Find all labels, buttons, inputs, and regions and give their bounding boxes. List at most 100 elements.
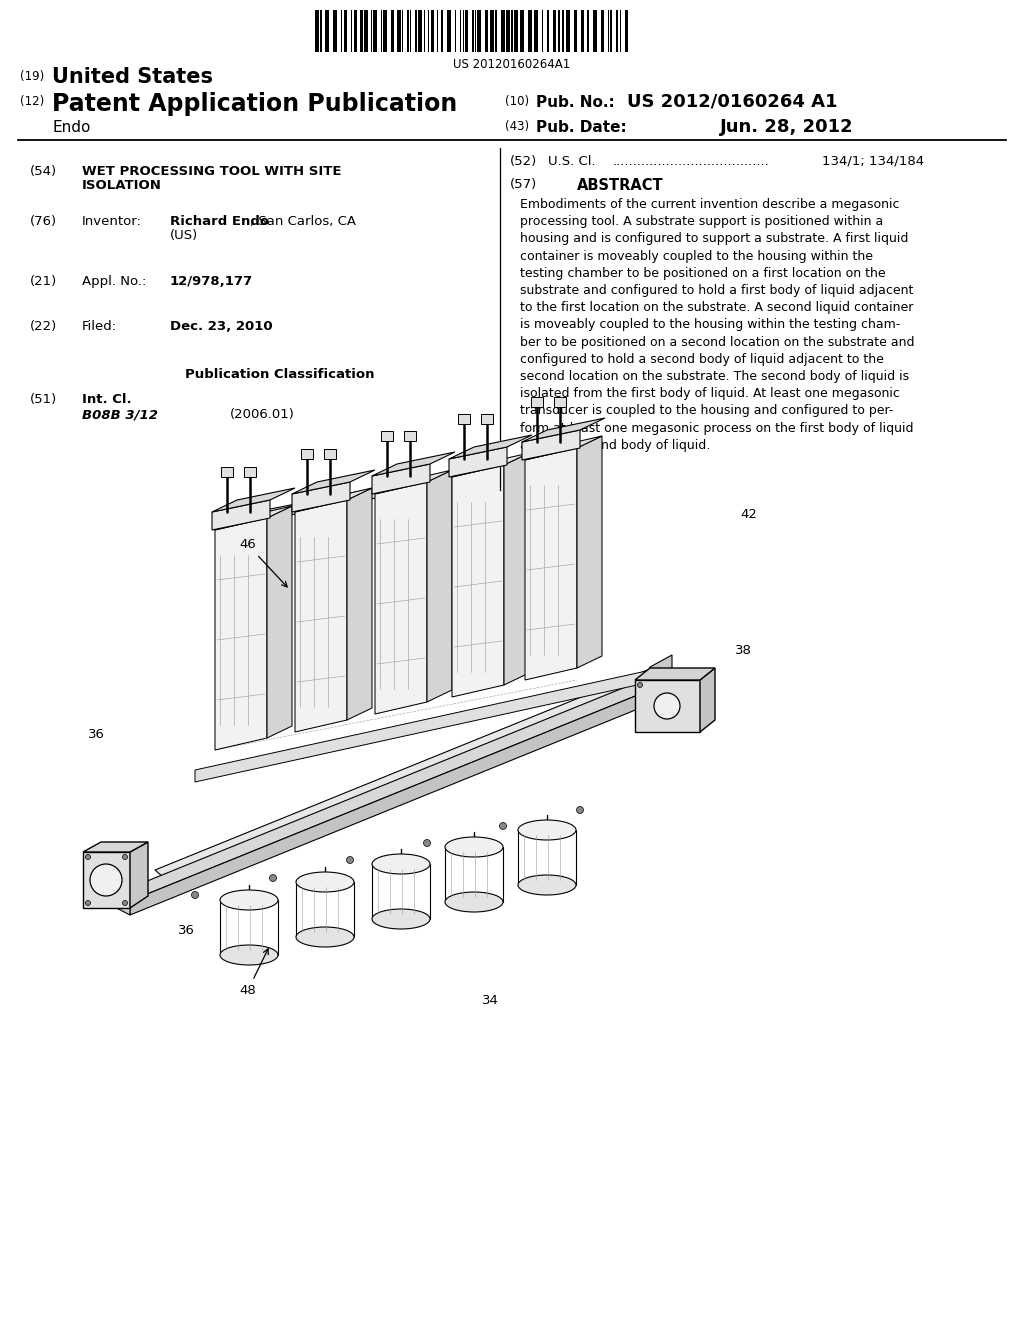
Circle shape: [638, 682, 642, 688]
Bar: [407, 11, 409, 51]
Text: Filed:: Filed:: [82, 319, 117, 333]
Bar: [528, 11, 532, 51]
Text: Jun. 28, 2012: Jun. 28, 2012: [720, 117, 854, 136]
Text: ISOLATION: ISOLATION: [82, 180, 162, 191]
Bar: [344, 11, 347, 51]
Polygon shape: [244, 467, 256, 477]
Polygon shape: [155, 665, 668, 876]
Bar: [501, 11, 505, 51]
Text: (21): (21): [30, 275, 57, 288]
Bar: [625, 11, 628, 51]
Text: 12/978,177: 12/978,177: [170, 275, 253, 288]
Bar: [472, 11, 474, 51]
Polygon shape: [347, 488, 372, 719]
Circle shape: [85, 900, 90, 906]
Bar: [587, 11, 589, 51]
Text: ......................................: ......................................: [613, 154, 770, 168]
Bar: [593, 11, 597, 51]
Text: 48: 48: [240, 949, 268, 997]
Bar: [354, 11, 357, 51]
Bar: [514, 11, 518, 51]
Polygon shape: [522, 430, 580, 459]
Bar: [495, 11, 497, 51]
Text: 46: 46: [240, 539, 287, 587]
Bar: [558, 11, 560, 51]
Bar: [447, 11, 451, 51]
Polygon shape: [83, 851, 130, 908]
Text: United States: United States: [52, 67, 213, 87]
Polygon shape: [130, 686, 660, 915]
Bar: [364, 11, 368, 51]
Text: (US): (US): [170, 228, 199, 242]
Text: US 20120160264A1: US 20120160264A1: [454, 58, 570, 71]
Polygon shape: [531, 397, 543, 407]
Text: Int. Cl.: Int. Cl.: [82, 393, 132, 407]
Text: Appl. No.:: Appl. No.:: [82, 275, 146, 288]
Polygon shape: [295, 488, 372, 512]
Bar: [465, 11, 468, 51]
Text: (12): (12): [20, 95, 44, 108]
Text: (43): (43): [505, 120, 529, 133]
Bar: [325, 11, 329, 51]
Text: Inventor:: Inventor:: [82, 215, 142, 228]
Ellipse shape: [296, 873, 354, 892]
Bar: [562, 11, 564, 51]
Polygon shape: [324, 449, 336, 459]
Polygon shape: [130, 842, 148, 908]
Circle shape: [85, 854, 90, 859]
Text: 36: 36: [178, 924, 195, 936]
Circle shape: [123, 900, 128, 906]
Bar: [373, 11, 377, 51]
Text: (76): (76): [30, 215, 57, 228]
Polygon shape: [212, 488, 295, 512]
Bar: [333, 11, 337, 51]
Text: Pub. Date:: Pub. Date:: [536, 120, 627, 135]
Text: Richard Endo: Richard Endo: [170, 215, 269, 228]
Text: WET PROCESSING TOOL WITH SITE: WET PROCESSING TOOL WITH SITE: [82, 165, 341, 178]
Bar: [616, 11, 618, 51]
Circle shape: [654, 693, 680, 719]
Polygon shape: [130, 673, 660, 902]
Circle shape: [191, 891, 199, 899]
Text: (22): (22): [30, 319, 57, 333]
Text: Patent Application Publication: Patent Application Publication: [52, 92, 458, 116]
Bar: [490, 11, 494, 51]
Polygon shape: [525, 436, 602, 459]
Circle shape: [123, 854, 128, 859]
Polygon shape: [215, 506, 292, 531]
Bar: [547, 11, 549, 51]
Bar: [506, 11, 510, 51]
Text: (10): (10): [505, 95, 529, 108]
Polygon shape: [372, 465, 430, 494]
Polygon shape: [522, 418, 605, 442]
Bar: [360, 11, 362, 51]
Polygon shape: [449, 436, 532, 459]
Polygon shape: [375, 482, 427, 714]
Text: B08B 3/12: B08B 3/12: [82, 408, 158, 421]
Bar: [566, 11, 570, 51]
Text: (19): (19): [20, 70, 44, 83]
Text: , San Carlos, CA: , San Carlos, CA: [250, 215, 356, 228]
Circle shape: [500, 822, 507, 829]
Polygon shape: [221, 467, 233, 477]
Circle shape: [424, 840, 430, 846]
Polygon shape: [267, 506, 292, 738]
Text: Endo: Endo: [52, 120, 90, 135]
Ellipse shape: [296, 927, 354, 946]
Circle shape: [269, 874, 276, 882]
Bar: [319, 11, 322, 51]
Text: 134/1; 134/184: 134/1; 134/184: [822, 154, 924, 168]
Bar: [520, 11, 524, 51]
Polygon shape: [449, 447, 507, 477]
Polygon shape: [295, 500, 347, 733]
Ellipse shape: [518, 820, 575, 840]
Bar: [574, 11, 577, 51]
Polygon shape: [375, 470, 452, 494]
Polygon shape: [301, 449, 313, 459]
Polygon shape: [292, 482, 350, 512]
Bar: [383, 11, 387, 51]
Polygon shape: [554, 397, 566, 407]
Ellipse shape: [518, 875, 575, 895]
Circle shape: [346, 857, 353, 863]
Bar: [415, 11, 417, 51]
